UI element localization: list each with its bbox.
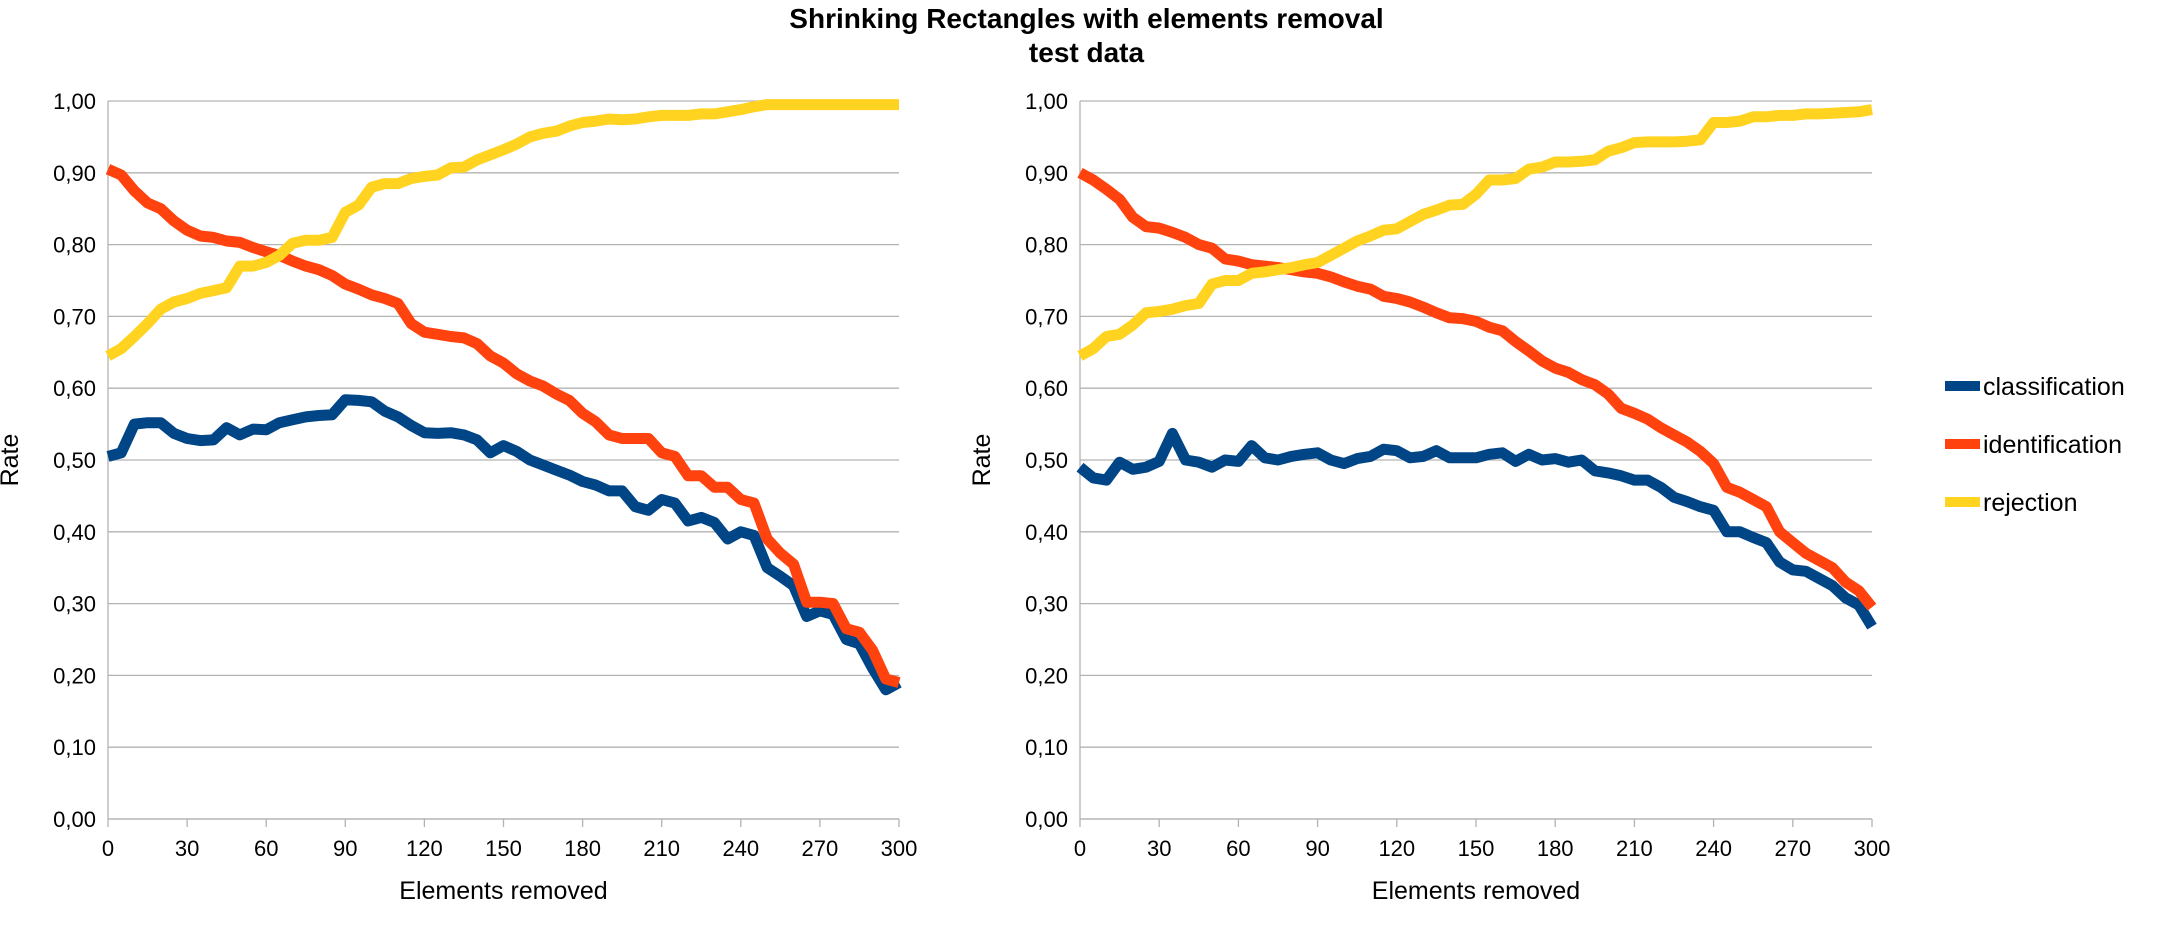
y-tick-label: 0,60 xyxy=(1025,376,1068,401)
y-tick-label: 0,80 xyxy=(53,233,96,258)
x-tick-label: 30 xyxy=(1147,836,1171,861)
y-axis-title: Rate xyxy=(968,434,996,487)
y-tick-label: 0,90 xyxy=(1025,161,1068,186)
y-tick-label: 0,40 xyxy=(1025,520,1068,545)
y-tick-label: 0,70 xyxy=(1025,304,1068,329)
x-tick-label: 300 xyxy=(1854,836,1891,861)
series-line-identification xyxy=(1077,167,1877,611)
x-axis-title: Elements removed xyxy=(399,877,607,905)
x-tick-label: 270 xyxy=(802,836,839,861)
x-tick-label: 240 xyxy=(1695,836,1732,861)
x-tick-label: 60 xyxy=(254,836,278,861)
y-tick-label: 0,90 xyxy=(53,161,96,186)
legend-label-classification: classification xyxy=(1983,373,2125,401)
y-tick-label: 0,80 xyxy=(1025,233,1068,258)
x-tick-label: 90 xyxy=(1305,836,1329,861)
series-line-classification xyxy=(106,394,902,696)
x-tick-label: 60 xyxy=(1226,836,1250,861)
y-tick-label: 0,70 xyxy=(53,304,96,329)
left-line-chart: 0,00 0,10 0,20 0,30 0,40 0,50 0,60 0,70 0,80 0,90… xyxy=(0,89,917,905)
y-tick-label: 0,50 xyxy=(1025,448,1068,473)
y-tick-label: 0,60 xyxy=(53,376,96,401)
y-tick-label: 0,20 xyxy=(53,663,96,688)
x-tick-label: 150 xyxy=(485,836,522,861)
y-tick-label: 0,50 xyxy=(53,448,96,473)
series-line-classification xyxy=(1076,427,1877,630)
right-line-chart: 0,00 0,10 0,20 0,30 0,40 0,50 0,60 0,70 0,80 0,90… xyxy=(968,89,1890,905)
x-tick-label: 90 xyxy=(333,836,357,861)
x-tick-label: 120 xyxy=(406,836,443,861)
y-axis-title: Rate xyxy=(0,434,24,487)
x-tick-label: 180 xyxy=(1537,836,1574,861)
y-tick-label: 0,30 xyxy=(53,592,96,617)
y-tick-label: 0,30 xyxy=(1025,592,1068,617)
y-tick-label: 0,00 xyxy=(1025,807,1068,832)
series-line-rejection xyxy=(1077,104,1873,361)
x-tick-label: 210 xyxy=(643,836,680,861)
x-axis-title: Elements removed xyxy=(1372,877,1580,905)
series-line-identification xyxy=(105,164,901,688)
x-tick-label: 0 xyxy=(1074,836,1086,861)
chart-title: Shrinking Rectangles with elements remov… xyxy=(789,3,1384,34)
chart-legend: classification identification rejection xyxy=(1945,373,2125,517)
y-tick-label: 1,00 xyxy=(1025,89,1068,114)
x-tick-label: 180 xyxy=(564,836,601,861)
y-tick-label: 0,20 xyxy=(1025,663,1068,688)
chart-subtitle: test data xyxy=(1028,37,1145,68)
x-tick-label: 150 xyxy=(1458,836,1495,861)
chart-title-block: Shrinking Rectangles with elements remov… xyxy=(0,2,2173,70)
x-tick-label: 30 xyxy=(175,836,199,861)
x-tick-label: 300 xyxy=(881,836,918,861)
x-tick-label: 120 xyxy=(1378,836,1415,861)
y-tick-label: 0,10 xyxy=(1025,735,1068,760)
y-tick-label: 0,10 xyxy=(53,735,96,760)
y-tick-label: 0,40 xyxy=(53,520,96,545)
legend-label-identification: identification xyxy=(1983,431,2122,459)
x-tick-label: 240 xyxy=(722,836,759,861)
x-tick-label: 0 xyxy=(102,836,114,861)
y-tick-label: 1,00 xyxy=(53,89,96,114)
x-tick-label: 210 xyxy=(1616,836,1653,861)
legend-label-rejection: rejection xyxy=(1983,489,2078,517)
series-line-rejection xyxy=(105,99,899,361)
y-tick-label: 0,00 xyxy=(53,807,96,832)
x-tick-label: 270 xyxy=(1774,836,1811,861)
